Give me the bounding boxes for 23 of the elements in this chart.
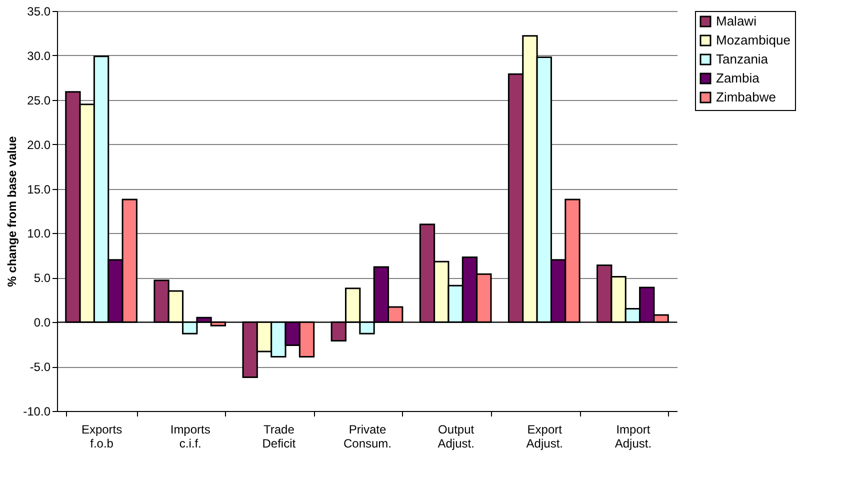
x-tick-label: Imports c.i.f. bbox=[170, 422, 210, 450]
legend-label: Zambia bbox=[716, 70, 760, 86]
y-tick-label: 0.0 bbox=[34, 316, 51, 330]
legend-label: Tanzania bbox=[716, 52, 769, 66]
y-tick-label: -5.0 bbox=[30, 360, 51, 374]
y-tick-label: -10.0 bbox=[23, 404, 51, 418]
x-tick-label: Exports f.o.b bbox=[81, 422, 122, 450]
y-tick-label: 35.0 bbox=[27, 4, 51, 18]
y-tick-label: 10.0 bbox=[27, 226, 51, 241]
x-tick-label: Private Consum. bbox=[343, 422, 392, 450]
x-tick-label: Trade Deficit bbox=[262, 422, 296, 450]
legend-label: Mozambique bbox=[716, 32, 790, 48]
y-tick-label: 20.0 bbox=[27, 138, 51, 152]
legend-label: Zimbabwe bbox=[716, 90, 776, 104]
legend-label: Malawi bbox=[716, 14, 757, 28]
x-tick-label: Output Adjust. bbox=[438, 422, 475, 450]
y-tick-label: 15.0 bbox=[27, 182, 51, 196]
y-tick-label: 25.0 bbox=[27, 93, 51, 108]
x-tick-label: Import Adjust. bbox=[614, 422, 652, 450]
y-axis-title: % change from base value bbox=[5, 136, 20, 287]
y-tick-label: 30.0 bbox=[27, 48, 51, 63]
y-tick-label: 5.0 bbox=[34, 271, 51, 286]
x-tick-label: Export Adjust. bbox=[526, 422, 563, 450]
